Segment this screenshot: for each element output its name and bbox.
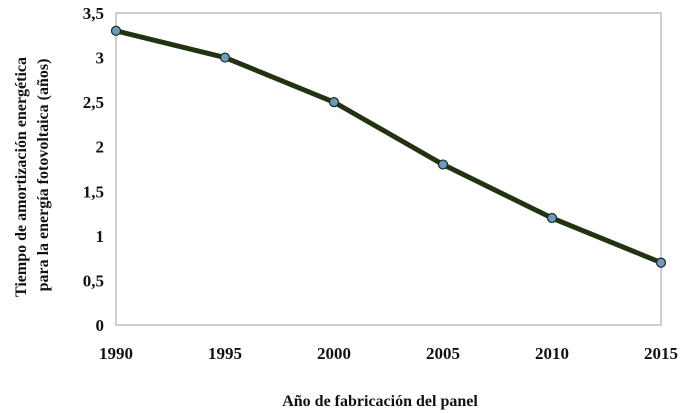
- series-line: [113, 28, 664, 266]
- data-point: [655, 257, 667, 268]
- x-tick-label: 2000: [317, 344, 351, 363]
- y-tick-label: 0: [96, 316, 105, 335]
- data-point: [328, 97, 340, 108]
- y-tick-labels: 0 0,5 1 1,5 2 2,5 3 3,5: [83, 4, 104, 335]
- x-tick-labels: 1990 1995 2000 2005 2010 2015: [99, 344, 678, 363]
- x-tick-label: 1990: [99, 344, 133, 363]
- data-markers: [110, 25, 667, 268]
- y-tick-label: 0,5: [83, 271, 104, 290]
- x-tick-label: 1995: [208, 344, 242, 363]
- data-point: [437, 159, 449, 170]
- x-tick-label: 2010: [535, 344, 569, 363]
- y-tick-label: 2,5: [83, 93, 104, 112]
- x-axis-label: Año de fabricación del panel: [282, 393, 478, 410]
- y-axis-label-line-1: Tiempo de amortización energética: [13, 57, 30, 297]
- plot-frame: [115, 12, 662, 326]
- x-tick-label: 2015: [644, 344, 678, 363]
- y-tick-label: 1,5: [83, 182, 104, 201]
- data-point: [110, 25, 122, 36]
- y-tick-label: 3: [96, 49, 105, 68]
- y-axis-label: Tiempo de amortización energética para l…: [13, 53, 52, 297]
- data-point: [546, 212, 558, 224]
- y-axis-label-line-2: para la energía fotovoltaica (años): [35, 59, 52, 292]
- y-tick-label: 1: [96, 227, 105, 246]
- data-point: [219, 52, 231, 63]
- x-tick-label: 2005: [426, 344, 460, 363]
- y-tick-label: 3,5: [83, 4, 104, 23]
- y-tick-label: 2: [96, 138, 105, 157]
